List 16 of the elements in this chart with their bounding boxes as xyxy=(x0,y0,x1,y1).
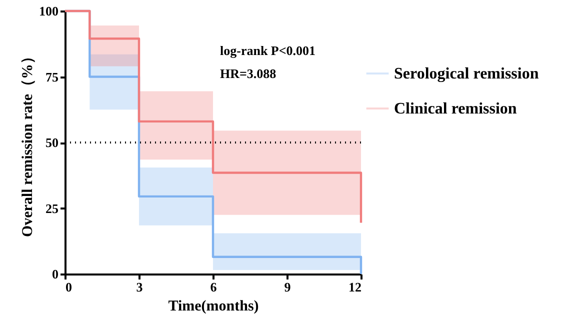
x-tick-label: 9 xyxy=(284,280,292,294)
x-tick-label: 3 xyxy=(136,280,144,294)
x-tick-label: 0 xyxy=(66,280,72,294)
legend-label: Clinical remission xyxy=(394,100,517,118)
y-tick-label: 50 xyxy=(46,135,58,150)
y-tick-label: 0 xyxy=(52,266,58,282)
x-axis-title: Time(months) xyxy=(168,298,259,314)
y-tick-label: 100 xyxy=(39,4,58,18)
y-tick-label: 75 xyxy=(46,69,59,84)
x-tick-label: 12 xyxy=(348,280,362,294)
y-tick-label: 25 xyxy=(46,200,59,216)
annotation: log-rank P<0.001 xyxy=(220,43,316,58)
annotation: HR=3.088 xyxy=(220,66,277,81)
x-tick-label: 6 xyxy=(210,280,218,294)
legend-label: Serological remission xyxy=(394,66,539,82)
y-axis-title: Overall remission rate（%） xyxy=(20,48,36,238)
